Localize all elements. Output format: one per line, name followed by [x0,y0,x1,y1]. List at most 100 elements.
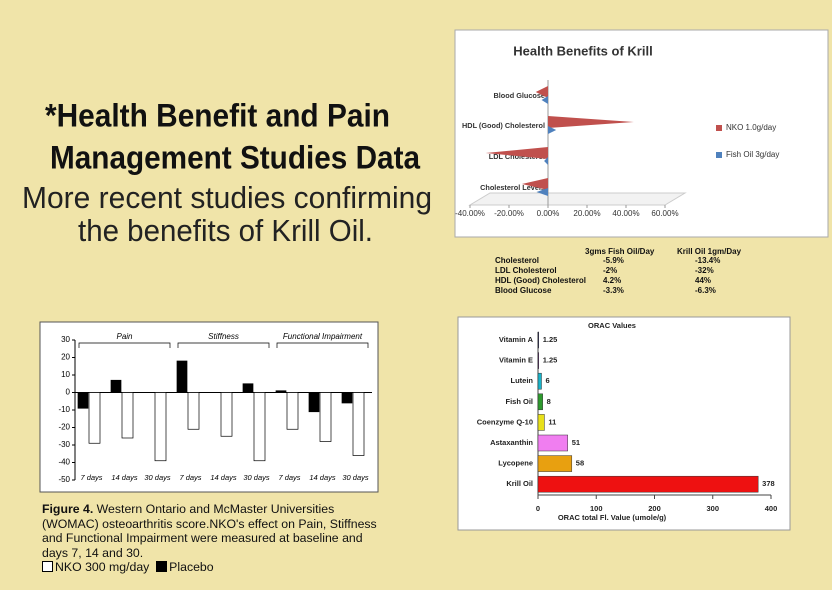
chart-frame [454,29,829,238]
x-tick-label: 14 days [210,473,237,482]
bar [187,392,200,430]
legend-swatch [716,125,722,131]
table-header: 3gms Fish Oil/Day [585,247,655,256]
bar [521,178,548,190]
table-cell: LDL Cholesterol [495,266,557,275]
table-cell: Cholesterol [495,256,539,265]
y-tick-label: Vitamin A [499,335,534,344]
x-tick-label: 7 days [179,473,201,482]
x-tick-label: 0 [536,504,540,513]
x-tick-label: 20.00% [573,209,600,218]
bar [537,352,539,369]
chart-title: ORAC Values [588,321,636,330]
x-tick-label: 60.00% [651,209,678,218]
table-cell: -6.3% [695,286,716,295]
legend-swatch [156,561,168,572]
y-tick-label: 30 [61,335,70,344]
table-header: Krill Oil 1gm/Day [677,247,742,256]
y-tick-label: -10 [58,405,70,414]
bar [352,392,365,456]
bar [275,390,287,393]
bar [536,188,548,196]
caption-figure: Figure 4. [42,502,94,516]
x-tick-label: -40.00% [455,209,485,218]
bar [537,393,543,411]
y-tick-label: 0 [66,388,71,397]
bar [308,392,320,413]
x-tick-label: 200 [648,504,661,513]
bar [121,392,134,439]
bar [253,392,266,462]
table-cell: -2% [603,266,617,275]
bar [110,379,122,393]
bar [485,147,548,159]
y-tick-label: Blood Glucose [494,91,546,100]
value-label: 378 [762,479,775,488]
bar [220,392,233,437]
legend-swatch [716,152,722,158]
bar [319,392,332,442]
group-label: Pain [116,332,133,341]
value-label: 6 [545,376,549,385]
x-axis-title: ORAC total Fl. Value (umole/g) [558,513,667,522]
y-tick-label: 10 [61,370,70,379]
value-label: 11 [548,417,556,426]
caption-text: Western Ontario and McMaster Universitie… [42,502,377,560]
x-tick-label: 14 days [111,473,138,482]
value-label: 8 [547,397,551,406]
bar [541,96,548,104]
bar [548,126,557,134]
y-tick-label: -50 [58,475,70,484]
legend-label: NKO 1.0g/day [726,123,776,132]
value-label: 58 [576,459,584,468]
legend-label: Fish Oil 3g/day [726,150,779,159]
y-tick-label: -40 [58,458,70,467]
y-tick-label: -20 [58,423,70,432]
table-cell: -13.4% [695,256,720,265]
x-tick-label: 7 days [278,473,300,482]
bar [537,434,568,452]
y-tick-label: -30 [58,440,70,449]
table-cell: Blood Glucose [495,286,552,295]
value-label: 1.25 [543,356,558,365]
bar [537,455,573,472]
slide-title: *Health Benefit and Pain [45,97,390,133]
slide-subtitle: the benefits of Krill Oil. [78,213,373,248]
y-tick-label: Lutein [511,376,534,385]
y-tick-label: 20 [61,353,70,362]
bar [341,392,353,404]
y-tick-label: HDL (Good) Cholesterol [462,121,545,130]
table-cell: -32% [695,266,714,275]
x-tick-label: 30 days [342,473,369,482]
bar [242,383,254,393]
x-tick-label: 0.00% [537,209,560,218]
x-tick-label: 30 days [243,473,270,482]
y-tick-label: Coenzyme Q-10 [477,417,533,426]
x-tick-label: 7 days [80,473,102,482]
table-cell: HDL (Good) Cholesterol [495,276,586,285]
x-tick-label: 14 days [309,473,336,482]
x-tick-label: 30 days [144,473,171,482]
value-label: 1.25 [543,335,558,344]
y-tick-label: Vitamin E [499,356,533,365]
x-tick-label: 400 [765,504,778,513]
figure-caption: Figure 4. Western Ontario and McMaster U… [42,502,387,575]
y-tick-label: Cholesterol Levels [480,183,545,192]
bar [176,360,188,393]
group-bracket [276,342,369,348]
bar [286,392,299,430]
y-tick-label: LDL Cholesterol [489,152,545,161]
y-tick-label: Krill Oil [506,479,533,488]
value-label: 51 [572,438,580,447]
x-tick-label: 300 [706,504,719,513]
group-label: Functional Impairment [283,332,363,341]
legend-swatch [42,561,53,572]
bar [537,475,759,493]
table-cell: 44% [695,276,711,285]
y-tick-label: Fish Oil [505,397,533,406]
bar [88,392,101,444]
legend-label: Placebo [169,560,214,574]
x-tick-label: 40.00% [612,209,639,218]
